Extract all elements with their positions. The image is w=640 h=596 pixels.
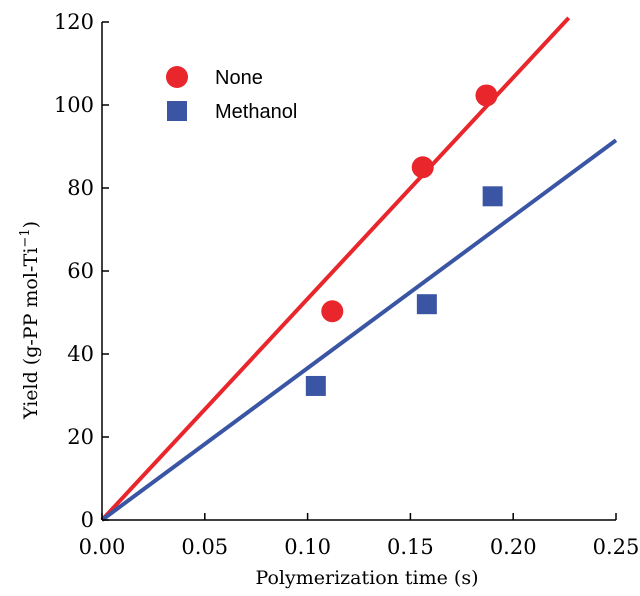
y-tick-label: 20 — [67, 425, 94, 449]
fit-lines — [100, 16, 618, 522]
y-tick-label: 120 — [54, 10, 94, 34]
legend-label-methanol: Methanol — [215, 101, 297, 123]
x-tick-label: 0.00 — [79, 535, 126, 559]
y-tick-label: 60 — [67, 259, 94, 283]
fit-line-methanol — [100, 138, 618, 522]
y-tick-label: 80 — [67, 176, 94, 200]
axes — [101, 22, 616, 521]
data-point-none-2 — [475, 84, 498, 107]
data-point-methanol-0 — [305, 375, 326, 396]
y-axis-title: Yield (g-PP mol-Ti−1) — [18, 221, 42, 420]
y-tick-label: 40 — [67, 342, 94, 366]
x-tick-label: 0.25 — [593, 535, 640, 559]
legend: None Methanol — [166, 66, 297, 123]
y-axis-title-main: Yield (g-PP mol-Ti — [20, 248, 42, 420]
data-point-methanol-2 — [482, 186, 503, 207]
x-axis-title: Polymerization time (s) — [255, 567, 478, 589]
data-point-methanol-1 — [416, 294, 437, 315]
x-tick-label: 0.15 — [387, 535, 434, 559]
data-point-none-1 — [411, 156, 434, 179]
legend-marker-methanol — [167, 101, 187, 121]
y-axis-title-close: ) — [20, 221, 42, 228]
y-tick-label: 100 — [54, 93, 94, 117]
ticks: 0.00 0.05 0.10 0.15 0.20 0.25 0 20 40 60 80 100 120 — [54, 10, 639, 559]
x-tick-label: 0.05 — [181, 535, 228, 559]
legend-label-none: None — [215, 67, 263, 89]
fit-line-none — [100, 16, 571, 522]
y-axis-title-superscript: −1 — [18, 228, 33, 247]
x-tick-label: 0.10 — [284, 535, 331, 559]
x-tick-label: 0.20 — [490, 535, 537, 559]
y-tick-label: 0 — [81, 508, 94, 532]
data-point-none-0 — [321, 300, 344, 323]
legend-marker-none — [166, 66, 188, 88]
data-markers — [305, 84, 503, 396]
